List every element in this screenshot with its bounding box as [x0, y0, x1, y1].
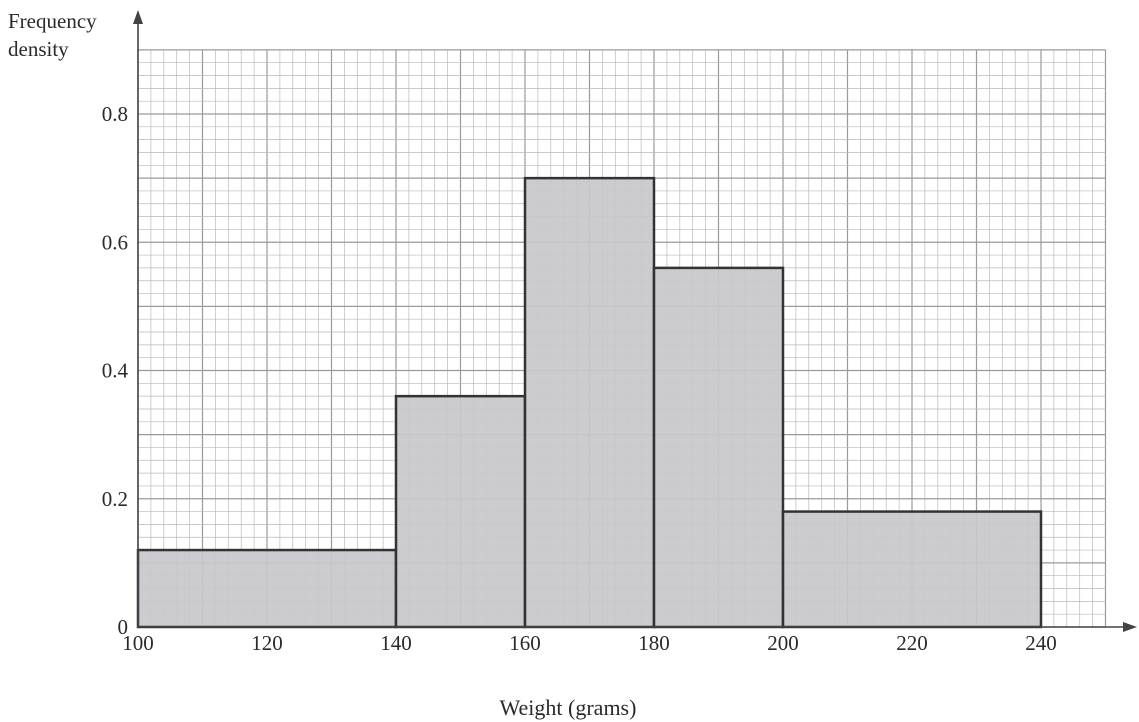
x-tick-label: 200 — [767, 631, 799, 655]
histogram-bar-160-180 — [523, 176, 656, 629]
axes — [133, 10, 1137, 632]
histogram-bar-140-160 — [394, 394, 527, 629]
x-tick-label: 140 — [380, 631, 412, 655]
y-axis-label-line2: density — [8, 37, 69, 61]
y-tick-label: 0.6 — [102, 230, 128, 254]
x-axis-label: Weight (grams) — [500, 695, 637, 720]
tick-labels: 100 120 140 160 180 200 220 240 0 0.2 0.4 0.6 0.8 — [102, 102, 1057, 655]
y-tick-label: 0.8 — [102, 102, 128, 126]
histogram-bar-100-140 — [136, 548, 398, 629]
histogram-bars — [136, 176, 1043, 629]
x-tick-label: 160 — [509, 631, 541, 655]
x-tick-label: 100 — [122, 631, 154, 655]
y-axis-label-line1: Frequency — [8, 9, 97, 33]
y-tick-label: 0.4 — [102, 359, 129, 383]
histogram-bar-180-200 — [652, 266, 785, 629]
y-axis-arrow — [133, 10, 143, 24]
y-tick-label: 0.2 — [102, 487, 128, 511]
x-tick-label: 240 — [1025, 631, 1057, 655]
x-axis-arrow — [1123, 622, 1137, 632]
x-tick-label: 180 — [638, 631, 670, 655]
x-tick-label: 120 — [251, 631, 283, 655]
y-tick-label: 0 — [118, 615, 129, 639]
histogram-bar-200-240 — [781, 510, 1043, 629]
x-tick-label: 220 — [896, 631, 928, 655]
